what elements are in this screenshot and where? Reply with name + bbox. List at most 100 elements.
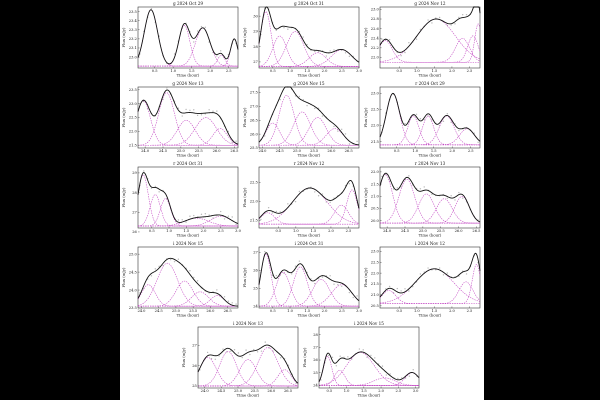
y-axis-label: Flux (mJy) xyxy=(242,187,247,207)
data-point xyxy=(233,349,236,351)
y-tick-label: 22.4 xyxy=(371,36,380,40)
lightcurve-panel: r 2024 Nov 13 24.0 24.5 25.0 25.5 26.0 26.5 20.… xyxy=(363,161,481,238)
data-point xyxy=(385,288,387,290)
lightcurve-panel: g 2024 Nov 15 24.0 24.5 25.0 25.5 26.0 26.5 25.… xyxy=(242,81,360,158)
component-curve xyxy=(138,27,238,67)
component-curve xyxy=(380,37,481,63)
data-point xyxy=(419,118,422,120)
data-point xyxy=(196,280,199,282)
y-tick-label: 27 xyxy=(253,60,258,64)
data-point xyxy=(381,365,384,367)
x-axis-label: Time (hour) xyxy=(177,313,200,318)
data-point xyxy=(446,272,449,274)
x-tick-label: 1.0 xyxy=(166,229,172,233)
data-point xyxy=(400,186,402,188)
data-point xyxy=(356,295,358,297)
component-curve xyxy=(379,174,480,224)
data-point xyxy=(435,17,437,19)
data-point xyxy=(381,175,383,178)
data-point xyxy=(473,132,475,134)
component-curve xyxy=(258,212,359,225)
x-axis-label: Time (hour) xyxy=(419,73,442,78)
y-axis-label: Flux (mJy) xyxy=(181,347,186,367)
plot-frame xyxy=(258,166,360,229)
component-curve xyxy=(380,115,480,146)
y-tick-label: 24 xyxy=(253,304,258,308)
data-point xyxy=(411,285,414,288)
y-axis-label: Flux (mJy) xyxy=(302,347,307,367)
y-tick-label: 26.5 xyxy=(250,118,259,122)
panel-title: r 2024 Oct 29 xyxy=(415,81,445,86)
x-axis-label: Time (hour) xyxy=(358,393,381,398)
x-tick-label: 25.0 xyxy=(234,389,243,393)
data-point xyxy=(419,273,422,275)
panel-title: i 2024 Nov 15 xyxy=(173,241,203,246)
component-curve xyxy=(138,128,239,146)
x-tick-label: 25.5 xyxy=(195,149,204,153)
data-point xyxy=(331,356,334,359)
x-axis-label: Time (hour) xyxy=(177,153,200,158)
y-tick-label: 20.5 xyxy=(371,207,380,211)
x-tick-label: 24.0 xyxy=(383,229,392,233)
y-tick-label: 21.0 xyxy=(371,293,380,297)
data-point xyxy=(150,187,153,189)
y-tick-label: 23.1 xyxy=(129,46,137,50)
y-tick-label: 22.0 xyxy=(371,170,380,174)
x-tick-label: 2.0 xyxy=(201,229,207,233)
data-point xyxy=(206,351,209,354)
data-point xyxy=(310,278,312,280)
x-tick-label: 1.5 xyxy=(304,309,310,313)
data-point xyxy=(271,212,274,214)
x-tick-label: 26.5 xyxy=(230,149,239,153)
panel-title: r 2024 Nov 13 xyxy=(415,161,446,166)
x-tick-label: 24.5 xyxy=(217,389,226,393)
component-curve xyxy=(138,117,239,146)
data-point xyxy=(275,29,278,32)
component-curve xyxy=(138,38,239,67)
panel-title: g 2024 Nov 12 xyxy=(414,1,446,6)
y-tick-label: 27 xyxy=(132,210,137,214)
data-point xyxy=(245,349,247,351)
y-tick-label: 23.4 xyxy=(129,19,138,23)
data-point xyxy=(181,219,183,221)
x-tick-label: 0.5 xyxy=(270,309,276,313)
y-tick-label: 21.5 xyxy=(129,143,138,147)
component-curve xyxy=(380,281,481,304)
y-tick-label: 27.5 xyxy=(250,91,259,95)
component-curve xyxy=(380,23,481,63)
component-curve xyxy=(259,204,360,225)
x-tick-label: 25.5 xyxy=(437,229,446,233)
component-curve xyxy=(380,35,481,63)
x-tick-label: 26.5 xyxy=(472,229,481,233)
data-point xyxy=(366,356,368,359)
data-point xyxy=(231,302,233,304)
x-tick-label: 25.0 xyxy=(293,149,302,153)
total-model-curve xyxy=(379,252,481,298)
data-point xyxy=(461,197,464,199)
y-axis-label: Flux (mJy) xyxy=(363,187,368,207)
x-tick-label: 26.0 xyxy=(327,149,336,153)
data-point xyxy=(177,219,180,221)
x-tick-label: 1.5 xyxy=(432,309,438,313)
x-tick-label: 24.5 xyxy=(159,149,168,153)
x-axis-label: Time (hour) xyxy=(237,393,260,398)
component-curve xyxy=(380,196,481,224)
x-tick-label: 1.5 xyxy=(183,229,189,233)
data-point xyxy=(454,199,456,201)
x-tick-label: 1.5 xyxy=(431,149,437,153)
data-point xyxy=(264,341,267,343)
data-point xyxy=(419,28,422,31)
data-point xyxy=(450,195,452,197)
component-curve xyxy=(380,198,480,224)
x-tick-label: 1.0 xyxy=(414,309,420,313)
data-point xyxy=(166,87,168,89)
lightcurve-panel: i 2024 Nov 13 24.0 24.5 25.0 25.5 26.0 26.5 25 2… xyxy=(181,321,299,398)
data-point xyxy=(143,170,145,172)
data-point xyxy=(260,218,262,221)
data-point xyxy=(335,365,338,367)
data-point xyxy=(216,110,218,112)
data-point xyxy=(340,49,343,52)
data-point xyxy=(314,191,316,193)
data-point xyxy=(431,119,433,121)
data-point xyxy=(321,193,324,195)
